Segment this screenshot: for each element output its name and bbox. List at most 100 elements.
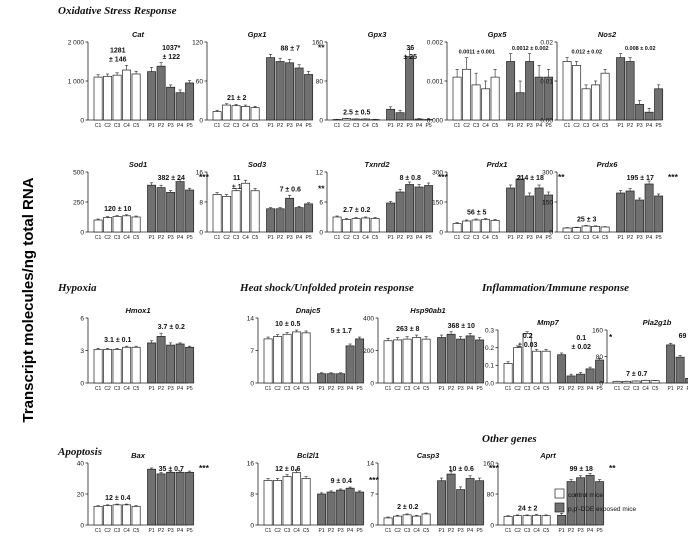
x-tick-label: C2 <box>394 528 401 534</box>
x-tick-label: C3 <box>583 235 590 241</box>
x-tick-label: C5 <box>133 386 140 392</box>
exposed-bar <box>294 67 304 121</box>
exposed-bar <box>185 471 195 526</box>
y-tick-label: 14 <box>367 460 375 467</box>
x-tick-label: P4 <box>177 235 183 241</box>
x-tick-label: C5 <box>303 386 310 392</box>
x-tick-label: P4 <box>177 528 183 534</box>
control-bar <box>112 216 122 233</box>
control-bar <box>600 226 610 233</box>
significance-marker: *** <box>489 463 500 473</box>
control-bar <box>513 347 523 384</box>
panel-hmox1: Hmox1 0 3 6 C1 C2 C3 C4 C5 P1 P2 P3 P4 P5 3.1 ± 0.1 3.7… <box>80 306 195 392</box>
exposed-annotation: 195 ± 17 <box>627 175 654 182</box>
exposed-bar <box>175 92 185 121</box>
exposed-bar <box>386 202 396 233</box>
y-tick-label: 0.00 <box>540 117 553 124</box>
significance-marker: *** <box>668 172 679 182</box>
exposed-annotation: ± 25 <box>403 54 417 61</box>
x-tick-label: P4 <box>536 123 542 129</box>
control-bar <box>222 104 232 121</box>
exposed-bar <box>585 368 595 384</box>
control-bar <box>562 61 572 121</box>
control-bar <box>421 338 431 384</box>
control-bar <box>231 105 241 121</box>
y-tick-label: 150 <box>542 199 553 206</box>
x-tick-label: C2 <box>573 123 580 129</box>
x-tick-label: P5 <box>597 386 603 392</box>
x-tick-label: P3 <box>578 528 584 534</box>
x-tick-label: C3 <box>114 386 121 392</box>
control-bar <box>503 516 513 526</box>
legend-swatch-exposed <box>554 502 565 513</box>
y-tick-label: 300 <box>432 169 443 176</box>
gene-title: Sod1 <box>129 160 147 169</box>
x-tick-label: C4 <box>293 386 300 392</box>
x-tick-label: C3 <box>284 528 291 534</box>
x-tick-label: P2 <box>158 528 164 534</box>
exposed-annotation: 368 ± 10 <box>448 323 475 330</box>
control-bar <box>383 340 393 384</box>
x-tick-label: C5 <box>543 528 550 534</box>
control-bar <box>93 506 103 526</box>
x-tick-label: C5 <box>602 123 609 129</box>
exposed-bar <box>595 481 605 526</box>
x-tick-label: P2 <box>448 528 454 534</box>
x-tick-label: P5 <box>357 386 363 392</box>
y-tick-label: 0.002 <box>427 39 444 46</box>
control-bar <box>650 380 660 384</box>
legend-label-control: control mice <box>568 492 603 499</box>
control-bar <box>103 349 113 384</box>
exposed-bar <box>185 346 195 384</box>
significance-marker: ** <box>609 463 616 473</box>
x-tick-label: P1 <box>508 235 514 241</box>
significance-marker: *** <box>199 172 210 182</box>
exposed-bar <box>675 356 685 384</box>
exposed-bar <box>566 375 576 384</box>
y-tick-label: 7 <box>250 348 254 355</box>
x-tick-label: C3 <box>404 528 411 534</box>
x-tick-label: P5 <box>306 235 312 241</box>
control-annotation: 12 ± 0.4 <box>105 495 130 502</box>
control-bar <box>393 515 403 526</box>
x-tick-label: C5 <box>252 235 259 241</box>
panel-sod1: Sod1 0 250 500 C1 C2 C3 C4 C5 P1 P2 P3 P4 P5 120 ± 10 3… <box>73 160 209 241</box>
exposed-bar <box>156 187 166 233</box>
control-bar <box>282 333 292 384</box>
control-bar <box>361 118 371 121</box>
exposed-bar <box>317 373 327 384</box>
control-bar <box>541 515 551 526</box>
x-tick-label: P1 <box>268 235 274 241</box>
control-bar <box>93 349 103 384</box>
exposed-annotation: 36 <box>406 45 414 52</box>
exposed-bar <box>635 199 645 233</box>
control-bar <box>250 190 260 233</box>
panel-cat: Cat 0 1 000 2 000 C1 C2 C3 C4 C5 P1 P2 P3 P4 P5 1281 ± … <box>68 30 195 129</box>
y-tick-label: 250 <box>73 199 84 206</box>
exposed-annotation: 0.1 <box>576 335 586 342</box>
x-tick-label: C4 <box>592 123 599 129</box>
y-tick-label: 200 <box>363 348 374 355</box>
control-bar <box>581 225 591 233</box>
x-tick-label: C3 <box>353 123 360 129</box>
exposed-annotation: 382 ± 24 <box>158 175 185 182</box>
exposed-bar <box>147 342 157 384</box>
x-tick-label: P3 <box>527 123 533 129</box>
x-tick-label: C4 <box>362 123 369 129</box>
gene-title: Sod3 <box>248 160 267 169</box>
control-annotation: 263 ± 8 <box>396 326 419 333</box>
x-tick-label: P5 <box>187 528 193 534</box>
y-tick-label: 16 <box>196 169 204 176</box>
control-bar <box>481 88 491 121</box>
gene-title: Hsp90ab1 <box>410 306 445 315</box>
exposed-bar <box>185 82 195 121</box>
x-tick-label: P5 <box>426 123 432 129</box>
x-tick-label: C1 <box>454 235 461 241</box>
control-bar <box>292 331 302 384</box>
panel-pla2g1b: Pla2g1b080160C1C2C3C4C5P1P2P3P4P57 ± 0.7… <box>592 318 688 392</box>
significance-marker: * <box>609 332 613 342</box>
x-tick-label: P4 <box>467 528 473 534</box>
exposed-bar <box>304 203 314 233</box>
exposed-bar <box>515 92 525 121</box>
